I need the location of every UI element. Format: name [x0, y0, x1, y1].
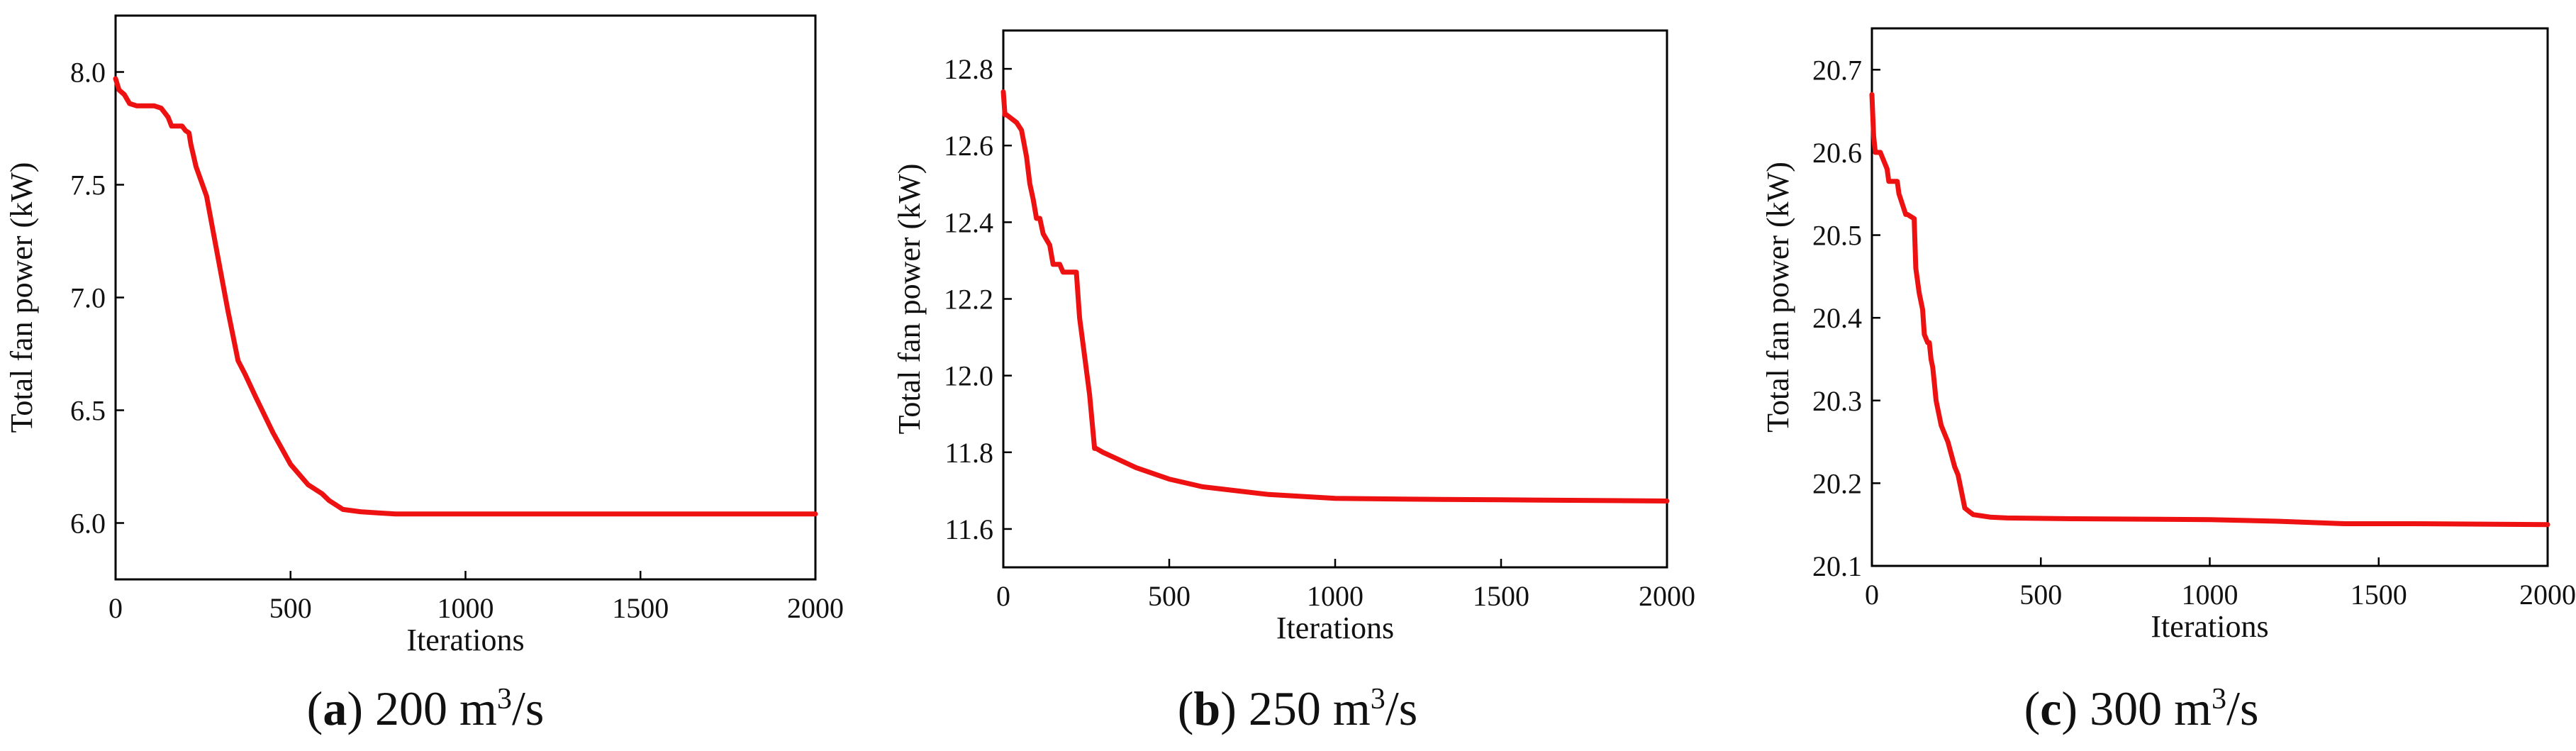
caption-a-sup: 3 — [496, 682, 512, 716]
y-axis-label-c: Total fan power (kW) — [1761, 162, 1795, 433]
caption-a: (a) 200 m3/s — [306, 682, 545, 735]
y-tick-label-c-4: 20.5 — [1812, 220, 1862, 252]
x-tick-label-b-3: 1500 — [1473, 580, 1529, 612]
y-tick-label-b-3: 12.2 — [944, 284, 993, 316]
caption-c-unit: /s — [2226, 682, 2259, 735]
x-tick-label-a-4: 2000 — [787, 592, 844, 624]
x-tick-label-b-2: 1000 — [1307, 580, 1364, 612]
x-tick-label-a-2: 1000 — [437, 592, 494, 624]
x-tick-label-b-4: 2000 — [1639, 580, 1695, 612]
y-tick-label-c-3: 20.4 — [1812, 302, 1862, 334]
x-tick-label-a-0: 0 — [108, 592, 123, 624]
x-tick-label-a-3: 1500 — [612, 592, 669, 624]
y-axis-label-a: Total fan power (kW) — [4, 162, 39, 433]
caption-a-value: 200 m — [374, 682, 497, 735]
y-tick-label-b-0: 11.6 — [944, 513, 993, 545]
y-tick-label-c-0: 20.1 — [1812, 550, 1862, 582]
y-tick-label-a-1: 6.5 — [70, 395, 106, 427]
y-tick-label-a-3: 7.5 — [70, 169, 106, 201]
x-tick-label-c-3: 1500 — [2351, 579, 2407, 611]
y-tick-label-a-0: 6.0 — [70, 508, 106, 540]
x-tick-label-c-0: 0 — [1865, 579, 1879, 611]
series-line-c-0 — [1869, 91, 2550, 528]
x-tick-label-c-2: 1000 — [2182, 579, 2238, 611]
x-axis-label-a: Iterations — [406, 623, 524, 657]
series-line-b-0 — [1000, 89, 1670, 504]
y-tick-label-c-2: 20.3 — [1812, 385, 1862, 417]
caption-c-letter: c — [2040, 682, 2062, 735]
y-tick-label-c-1: 20.2 — [1812, 467, 1862, 499]
caption-c-value: 300 m — [2090, 682, 2212, 735]
caption-c-sup: 3 — [2211, 682, 2227, 716]
caption-b: (b) 250 m3/s — [1177, 682, 1418, 735]
caption-b-sup: 3 — [1370, 682, 1385, 716]
y-tick-label-b-1: 11.8 — [944, 437, 993, 469]
y-tick-label-c-5: 20.6 — [1812, 137, 1862, 169]
x-tick-label-c-1: 500 — [2019, 579, 2062, 611]
x-axis-label-c: Iterations — [2151, 609, 2268, 644]
plot-frame-c — [1870, 27, 2549, 567]
y-tick-label-c-6: 20.7 — [1812, 54, 1862, 86]
series-line-a-0 — [113, 76, 818, 517]
x-tick-label-b-0: 0 — [996, 580, 1010, 612]
caption-c: (c) 300 m3/s — [2024, 682, 2259, 735]
y-tick-label-b-6: 12.8 — [944, 53, 993, 85]
x-axis-label-b: Iterations — [1276, 611, 1394, 645]
caption-a-letter: a — [323, 682, 347, 735]
x-tick-label-b-1: 500 — [1148, 580, 1191, 612]
y-tick-label-b-5: 12.6 — [944, 130, 993, 162]
x-tick-label-c-4: 2000 — [2519, 579, 2576, 611]
x-tick-label-a-1: 500 — [269, 592, 312, 624]
y-tick-label-a-4: 8.0 — [70, 57, 106, 89]
y-tick-label-b-4: 12.4 — [944, 206, 993, 238]
caption-b-value: 250 m — [1248, 682, 1371, 735]
caption-b-unit: /s — [1385, 682, 1418, 735]
y-tick-label-b-2: 12.0 — [944, 360, 993, 392]
y-axis-label-b: Total fan power (kW) — [892, 164, 927, 435]
caption-a-unit: /s — [511, 682, 545, 735]
caption-b-letter: b — [1193, 682, 1221, 735]
y-tick-label-a-2: 7.0 — [70, 282, 106, 314]
